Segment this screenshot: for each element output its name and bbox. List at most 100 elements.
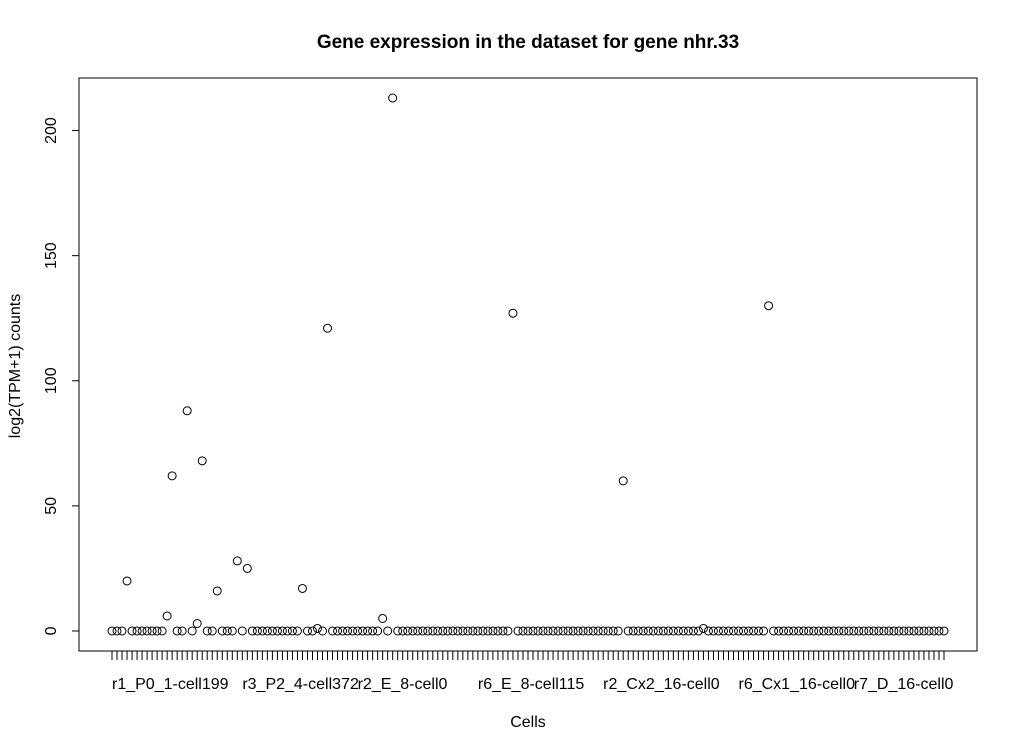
data-point [107, 626, 117, 636]
data-point [578, 626, 588, 636]
data-point [272, 626, 282, 636]
data-point [814, 626, 824, 636]
data-point [784, 626, 794, 636]
data-point [358, 626, 368, 636]
x-tick-label: r7_D_16-cell0 [854, 676, 954, 693]
y-tick-label: 200 [43, 117, 60, 144]
data-point [403, 626, 413, 636]
data-point [478, 626, 488, 636]
data-point [723, 626, 733, 636]
data-point [673, 626, 683, 636]
data-point [623, 626, 633, 636]
data-point [759, 626, 769, 636]
data-point [588, 626, 598, 636]
data-point [368, 626, 378, 636]
data-point [929, 626, 939, 636]
data-point [318, 626, 328, 636]
data-point [227, 626, 237, 636]
data-point [137, 626, 147, 636]
data-point [152, 626, 162, 636]
data-point [257, 626, 267, 636]
data-point [338, 626, 348, 636]
data-point [829, 626, 839, 636]
data-point [919, 626, 929, 636]
data-point [779, 626, 789, 636]
data-point [739, 626, 749, 636]
data-point [328, 626, 338, 636]
data-point [914, 626, 924, 636]
data-point [849, 626, 859, 636]
data-point [874, 626, 884, 636]
data-point [909, 626, 919, 636]
data-point [172, 626, 182, 636]
data-point [658, 626, 668, 636]
data-point [383, 626, 393, 636]
data-point [653, 626, 663, 636]
data-point [834, 626, 844, 636]
data-point [307, 626, 317, 636]
data-point [698, 623, 708, 633]
data-point [122, 576, 132, 586]
data-point [187, 626, 197, 636]
data-point [528, 626, 538, 636]
data-point [132, 626, 142, 636]
data-point [869, 626, 879, 636]
data-point [508, 308, 518, 318]
data-point [177, 626, 187, 636]
data-point [302, 626, 312, 636]
data-point [343, 626, 353, 636]
data-point [418, 626, 428, 636]
data-point [142, 626, 152, 636]
x-tick-label: r1_P0_1-cell199 [112, 676, 229, 693]
data-point [558, 626, 568, 636]
data-point [769, 626, 779, 636]
data-point [483, 626, 493, 636]
data-point [713, 626, 723, 636]
x-tick-label: r2_Cx2_16-cell0 [603, 676, 720, 693]
data-point [864, 626, 874, 636]
data-point [473, 626, 483, 636]
x-tick-label: r6_E_8-cell115 [478, 676, 585, 693]
data-point [744, 626, 754, 636]
data-point [503, 626, 513, 636]
data-point [563, 626, 573, 636]
x-tick-label: r3_P2_4-cell372 [242, 676, 359, 693]
data-point [608, 626, 618, 636]
data-point [353, 626, 363, 636]
data-point [543, 626, 553, 636]
data-point [493, 626, 503, 636]
data-point [147, 626, 157, 636]
data-point [774, 626, 784, 636]
data-point [453, 626, 463, 636]
x-tick-label: r6_Cx1_16-cell0 [739, 676, 856, 693]
data-point [277, 626, 287, 636]
data-point [162, 611, 172, 621]
data-point [438, 626, 448, 636]
data-point [718, 626, 728, 636]
data-point [518, 626, 528, 636]
data-point [127, 626, 137, 636]
data-point [628, 626, 638, 636]
x-axis: r1_P0_1-cell199 r3_P2_4-cell372r2_E_8-cel… [111, 650, 954, 693]
data-point [703, 626, 713, 636]
data-point [844, 626, 854, 636]
data-point [393, 626, 403, 636]
data-point [217, 626, 227, 636]
data-point [323, 323, 333, 333]
data-point [488, 626, 498, 636]
data-point [603, 626, 613, 636]
data-point [583, 626, 593, 636]
data-point [884, 626, 894, 636]
data-point [799, 626, 809, 636]
data-point [678, 626, 688, 636]
data-point [764, 301, 774, 311]
data-point [212, 586, 222, 596]
data-point [899, 626, 909, 636]
data-point [398, 626, 408, 636]
data-point [287, 626, 297, 636]
data-point [222, 626, 232, 636]
data-point [192, 618, 202, 628]
data-point [553, 626, 563, 636]
y-tick-label: 150 [43, 242, 60, 269]
